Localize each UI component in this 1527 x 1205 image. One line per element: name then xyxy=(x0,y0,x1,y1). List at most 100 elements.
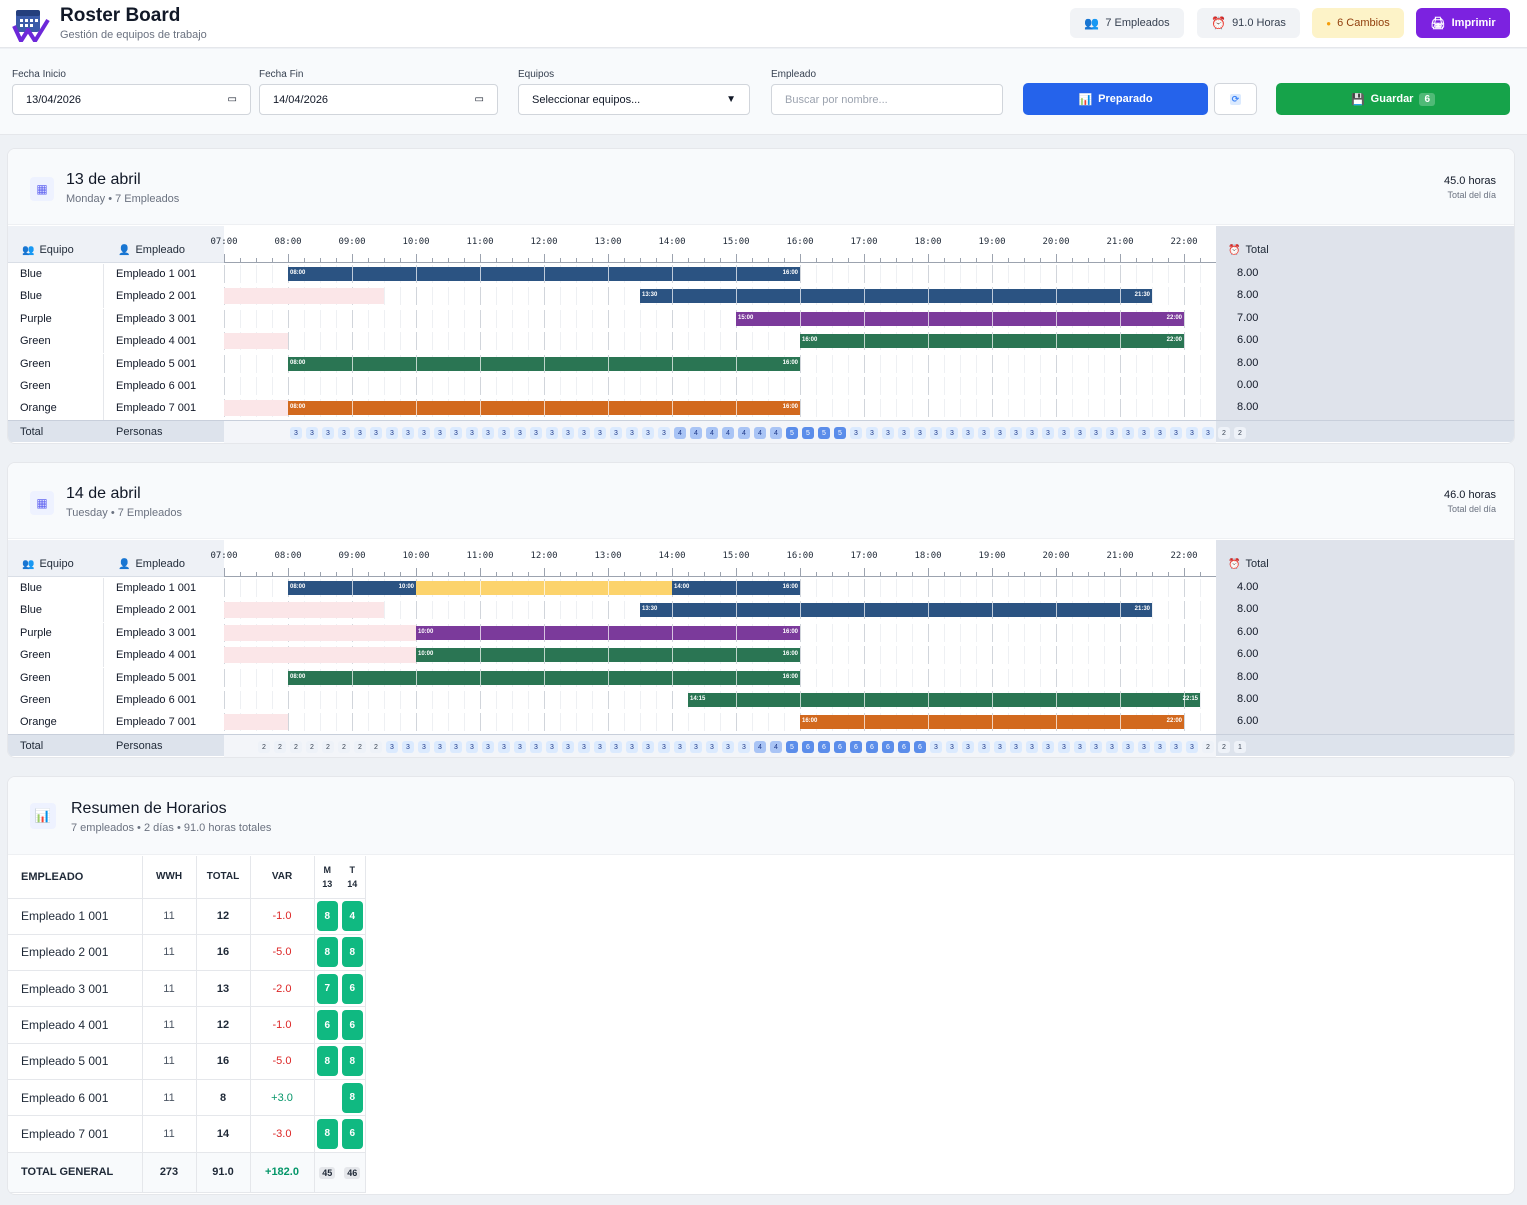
shift-track[interactable]: 10:00 16:00 xyxy=(224,646,1216,665)
print-button[interactable]: 🖨 Imprimir xyxy=(1416,8,1510,38)
shift-bar[interactable]: 08:00 10:00 xyxy=(288,581,416,595)
slot-line xyxy=(368,332,369,351)
start-date-input[interactable]: 13/04/2026 ▭ xyxy=(12,84,251,115)
slot-line xyxy=(288,377,289,395)
shift-track[interactable]: 13:30 21:30 xyxy=(224,601,1216,620)
employee-row[interactable]: Orange Empleado 7 001 16:00 22:00 6.00 xyxy=(8,712,1258,735)
col-total[interactable]: TOTAL xyxy=(196,856,251,899)
employee-row[interactable]: Blue Empleado 2 001 13:30 21:30 8.00 xyxy=(8,286,1258,309)
employee-row[interactable]: Purple Empleado 3 001 15:00 22:00 7.00 xyxy=(8,308,1258,331)
shift-bar[interactable]: 15:00 22:00 xyxy=(736,311,1184,326)
slot-line xyxy=(624,332,625,351)
shift-bar[interactable]: 08:00 16:00 xyxy=(288,356,800,371)
col-employee[interactable]: EMPLEADO xyxy=(8,856,143,899)
slot-line xyxy=(400,691,401,709)
employee-row[interactable]: Green Empleado 6 001 0.00 xyxy=(8,376,1258,398)
employee-search-input[interactable]: Buscar por nombre... xyxy=(771,84,1003,115)
time-tick xyxy=(416,568,417,576)
hour-divider xyxy=(608,625,609,640)
summary-row[interactable]: Empleado 7 001 11 14 -3.0 8 6 xyxy=(8,1115,366,1153)
slot-line xyxy=(448,377,449,395)
slot-line xyxy=(944,623,945,642)
prepared-button[interactable]: 📊 Preparado xyxy=(1023,83,1208,115)
shift-bar[interactable]: 13:30 21:30 xyxy=(640,603,1152,618)
summary-row[interactable]: Empleado 3 001 11 13 -2.0 7 6 xyxy=(8,970,366,1008)
col-var[interactable]: VAR xyxy=(250,856,315,899)
slot-line xyxy=(1072,668,1073,687)
people-count-chip: 4 xyxy=(754,741,766,753)
refresh-button[interactable]: ⟳ xyxy=(1214,83,1257,115)
slot-line xyxy=(416,332,417,351)
hour-divider xyxy=(480,401,481,416)
calendar-icon[interactable]: ▭ xyxy=(227,94,237,105)
shift-track[interactable]: 15:00 22:00 xyxy=(224,309,1216,328)
time-tick xyxy=(1120,568,1121,576)
employee-row[interactable]: Blue Empleado 1 001 08:00 10:00 14:00 16:00 4.… xyxy=(8,578,1258,600)
shift-bar[interactable] xyxy=(416,581,672,595)
summary-row[interactable]: Empleado 1 001 11 12 -1.0 8 4 xyxy=(8,898,366,935)
shift-bar[interactable]: 10:00 16:00 xyxy=(416,648,800,663)
shift-bar[interactable]: 10:00 16:00 xyxy=(416,625,800,640)
save-button[interactable]: 💾 Guardar 6 xyxy=(1276,83,1510,115)
shift-track[interactable]: 16:00 22:00 xyxy=(224,332,1216,351)
summary-row[interactable]: Empleado 6 001 11 8 +3.0 8 xyxy=(8,1079,366,1117)
employee-row[interactable]: Green Empleado 6 001 14:15 22:15 8.00 xyxy=(8,690,1258,712)
shift-track[interactable]: 10:00 16:00 xyxy=(224,623,1216,642)
employee-row[interactable]: Orange Empleado 7 001 08:00 16:00 8.00 xyxy=(8,398,1258,421)
unavailable-block xyxy=(224,714,288,731)
shift-track[interactable] xyxy=(224,377,1216,395)
shift-bar[interactable]: 14:15 22:15 xyxy=(688,693,1200,707)
col-team: 👥 Equipo xyxy=(22,558,74,570)
shift-track[interactable]: 08:00 16:00 xyxy=(224,399,1216,418)
shift-track[interactable]: 08:00 10:00 14:00 16:00 xyxy=(224,579,1216,597)
employee-row[interactable]: Purple Empleado 3 001 10:00 16:00 6.00 xyxy=(8,622,1258,645)
slot-line xyxy=(1088,354,1089,373)
slot-line xyxy=(336,332,337,351)
employee-row[interactable]: Blue Empleado 2 001 13:30 21:30 8.00 xyxy=(8,600,1258,623)
employee-row[interactable]: Green Empleado 4 001 10:00 16:00 6.00 xyxy=(8,645,1258,668)
shift-bar[interactable]: 13:30 21:30 xyxy=(640,289,1152,304)
shift-track[interactable]: 08:00 16:00 xyxy=(224,668,1216,687)
total-column-header: ⏰ Total xyxy=(1216,540,1514,577)
people-count-chip: 3 xyxy=(418,741,430,753)
people-count-chip: 3 xyxy=(594,427,606,439)
shift-track[interactable]: 16:00 22:00 xyxy=(224,713,1216,732)
summary-row[interactable]: Empleado 4 001 11 12 -1.0 6 6 xyxy=(8,1006,366,1044)
end-date-input[interactable]: 14/04/2026 ▭ xyxy=(259,84,498,115)
shift-bar[interactable]: 08:00 16:00 xyxy=(288,267,800,281)
teams-select[interactable]: Seleccionar equipos... ▼ xyxy=(518,84,750,115)
shift-bar[interactable]: 16:00 22:00 xyxy=(800,334,1184,349)
slot-line xyxy=(384,601,385,620)
slot-line xyxy=(1008,668,1009,687)
people-count-chip: 4 xyxy=(754,427,766,439)
shift-track[interactable]: 08:00 16:00 xyxy=(224,354,1216,373)
col-wwh[interactable]: WWH xyxy=(142,856,197,899)
shift-bar[interactable]: 08:00 16:00 xyxy=(288,401,800,416)
shift-bar[interactable]: 14:00 16:00 xyxy=(672,581,800,595)
time-tick xyxy=(1120,254,1121,262)
slot-line xyxy=(1184,713,1185,732)
row-total: 4.00 xyxy=(1237,581,1259,593)
hours-stat: ⏰ 91.0 Horas xyxy=(1197,8,1300,38)
day-hours-chip: 4 xyxy=(341,901,363,932)
employee-row[interactable]: Green Empleado 5 001 08:00 16:00 8.00 xyxy=(8,353,1258,376)
shift-track[interactable]: 14:15 22:15 xyxy=(224,691,1216,709)
people-count-chip: 3 xyxy=(402,427,414,439)
calendar-icon[interactable]: ▭ xyxy=(474,94,484,105)
time-label: 10:00 xyxy=(402,237,430,247)
hour-divider xyxy=(928,693,929,707)
shift-track[interactable]: 13:30 21:30 xyxy=(224,287,1216,306)
employee-row[interactable]: Green Empleado 4 001 16:00 22:00 6.00 xyxy=(8,331,1258,354)
employee-row[interactable]: Blue Empleado 1 001 08:00 16:00 8.00 xyxy=(8,264,1258,286)
slot-line xyxy=(304,309,305,328)
slot-line xyxy=(1168,601,1169,620)
summary-row[interactable]: Empleado 2 001 11 16 -5.0 8 8 xyxy=(8,934,366,972)
shift-bar[interactable]: 16:00 22:00 xyxy=(800,715,1184,730)
people-count-chip: 3 xyxy=(1090,427,1102,439)
shift-track[interactable]: 08:00 16:00 xyxy=(224,265,1216,283)
slot-line xyxy=(304,713,305,732)
slot-line xyxy=(1200,354,1201,373)
employee-row[interactable]: Green Empleado 5 001 08:00 16:00 8.00 xyxy=(8,667,1258,690)
summary-row[interactable]: Empleado 5 001 11 16 -5.0 8 8 xyxy=(8,1043,366,1080)
shift-bar[interactable]: 08:00 16:00 xyxy=(288,670,800,685)
